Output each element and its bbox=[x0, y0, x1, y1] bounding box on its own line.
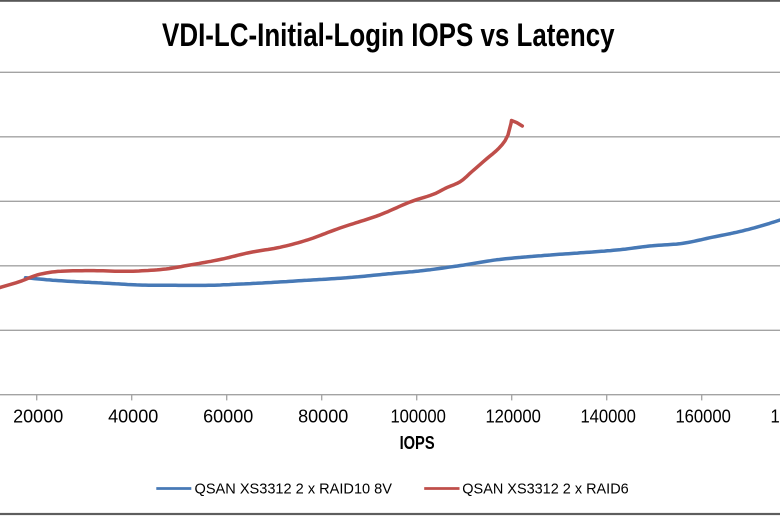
svg-text:20000: 20000 bbox=[13, 406, 63, 426]
svg-text:100000: 100000 bbox=[390, 406, 446, 426]
svg-text:80000: 80000 bbox=[298, 406, 348, 426]
svg-text:180000: 180000 bbox=[770, 406, 780, 426]
svg-text:40000: 40000 bbox=[108, 406, 158, 426]
svg-text:QSAN XS3312 2 x RAID6: QSAN XS3312 2 x RAID6 bbox=[462, 481, 628, 497]
svg-text:VDI-LC-Initial-Login IOPS vs L: VDI-LC-Initial-Login IOPS vs Latency bbox=[162, 17, 615, 53]
svg-text:140000: 140000 bbox=[580, 406, 636, 426]
svg-text:120000: 120000 bbox=[485, 406, 541, 426]
svg-text:160000: 160000 bbox=[675, 406, 731, 426]
svg-text:60000: 60000 bbox=[203, 406, 253, 426]
svg-text:QSAN XS3312 2 x RAID10 8V: QSAN XS3312 2 x RAID10 8V bbox=[195, 481, 393, 497]
svg-text:IOPS: IOPS bbox=[400, 433, 435, 453]
